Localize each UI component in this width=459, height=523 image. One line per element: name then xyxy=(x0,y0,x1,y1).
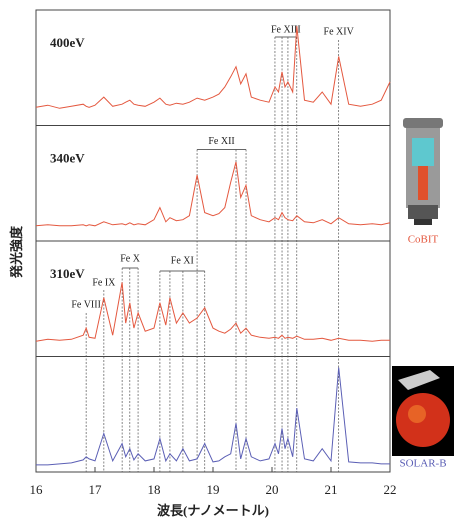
ion-label: Fe XI xyxy=(171,255,194,266)
spectrum-line xyxy=(35,161,391,227)
ion-label: Fe IX xyxy=(92,277,116,288)
instrument-label: CoBIT xyxy=(408,234,439,246)
ion-label: Fe VIII xyxy=(71,299,101,310)
x-axis-label: 波長(ナノメートル) xyxy=(157,503,269,518)
x-tick-label: 19 xyxy=(207,482,220,497)
ion-label: Fe XII xyxy=(208,136,234,147)
source-label: SOLAR-B xyxy=(399,458,446,470)
x-tick-label: 18 xyxy=(148,482,161,497)
spectrum-line xyxy=(35,282,390,342)
panel-label: 400eV xyxy=(50,35,85,50)
x-tick-label: 16 xyxy=(30,482,44,497)
ion-label: Fe X xyxy=(120,253,141,264)
spectrum-line xyxy=(36,367,390,466)
x-tick-label: 20 xyxy=(266,482,279,497)
ion-label: Fe XIII xyxy=(271,24,301,35)
spectrum-line xyxy=(35,26,391,109)
x-tick-label: 17 xyxy=(89,482,103,497)
x-tick-label: 22 xyxy=(384,482,397,497)
panel-label: 340eV xyxy=(50,150,85,165)
y-axis-label: 発光強度 xyxy=(9,225,24,279)
cobit-illustration xyxy=(403,118,443,225)
x-tick-label: 21 xyxy=(325,482,338,497)
panel-label: 310eV xyxy=(50,266,85,281)
solar-image xyxy=(392,366,454,456)
ion-label: Fe XIV xyxy=(324,26,355,37)
